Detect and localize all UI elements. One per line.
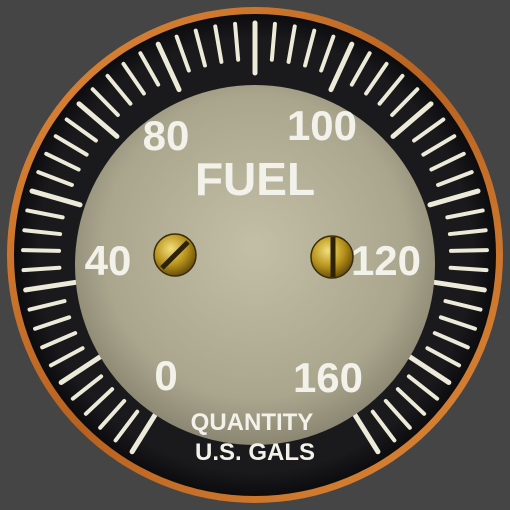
minor-tick: [21, 265, 62, 273]
minor-tick: [113, 409, 140, 443]
minor-tick: [395, 387, 427, 416]
left-screw-icon: [153, 233, 197, 277]
minor-tick: [421, 134, 457, 157]
minor-tick: [193, 28, 207, 68]
minor-tick: [98, 398, 127, 430]
major-tick: [29, 188, 83, 208]
gauge-title: FUEL: [195, 153, 315, 205]
minor-tick: [438, 315, 477, 331]
major-tick: [404, 352, 452, 385]
minor-tick: [36, 170, 74, 187]
minor-tick: [383, 398, 412, 430]
minor-tick: [406, 374, 440, 401]
minor-tick: [83, 387, 115, 416]
scale-label-0: 0: [154, 352, 177, 399]
minor-tick: [21, 248, 62, 253]
major-tick: [76, 101, 120, 139]
minor-tick: [448, 265, 489, 273]
major-tick: [427, 188, 481, 208]
major-tick: [348, 406, 381, 455]
minor-tick: [22, 228, 63, 237]
scale-ticks: [21, 20, 489, 455]
minor-tick: [53, 134, 89, 157]
caption-line-1: QUANTITY: [191, 409, 314, 436]
minor-tick: [40, 331, 78, 350]
minor-tick: [70, 374, 104, 401]
minor-tick: [447, 228, 488, 237]
minor-tick: [390, 87, 420, 117]
major-tick: [328, 41, 355, 93]
minor-tick: [233, 21, 241, 62]
minor-tick: [174, 34, 191, 73]
minor-tick: [412, 117, 446, 143]
minor-tick: [364, 61, 389, 96]
scale-label-80: 80: [143, 112, 190, 159]
minor-tick: [105, 73, 133, 106]
dial-face: [75, 85, 435, 445]
major-tick: [432, 279, 487, 293]
minor-tick: [48, 346, 85, 368]
minor-tick: [90, 87, 120, 117]
minor-tick: [436, 170, 474, 187]
scale-label-120: 120: [351, 237, 421, 284]
minor-tick: [213, 24, 224, 64]
major-tick: [390, 101, 434, 139]
minor-tick: [138, 51, 161, 87]
minor-tick: [425, 346, 462, 368]
minor-tick: [25, 208, 65, 220]
minor-tick: [33, 315, 72, 331]
right-screw-icon: [310, 235, 354, 279]
major-tick: [23, 279, 78, 293]
major-tick: [129, 406, 162, 455]
minor-tick: [370, 409, 397, 443]
minor-tick: [27, 299, 67, 312]
major-tick: [155, 41, 182, 93]
minor-tick: [269, 21, 277, 62]
major-tick: [58, 352, 106, 385]
minor-tick: [303, 28, 317, 68]
scale-label-100: 100: [287, 102, 357, 149]
scale-label-40: 40: [85, 237, 132, 284]
minor-tick: [432, 331, 470, 350]
minor-tick: [448, 248, 489, 253]
minor-tick: [286, 24, 297, 64]
caption-line-2: U.S. GALS: [195, 439, 315, 466]
minor-tick: [319, 34, 336, 73]
minor-tick: [445, 208, 485, 220]
minor-tick: [64, 117, 98, 143]
minor-tick: [121, 61, 146, 96]
minor-tick: [349, 51, 372, 87]
minor-tick: [377, 73, 405, 106]
minor-tick: [443, 299, 483, 312]
minor-tick: [429, 151, 466, 172]
minor-tick: [44, 151, 81, 172]
scale-label-160: 160: [293, 354, 363, 401]
